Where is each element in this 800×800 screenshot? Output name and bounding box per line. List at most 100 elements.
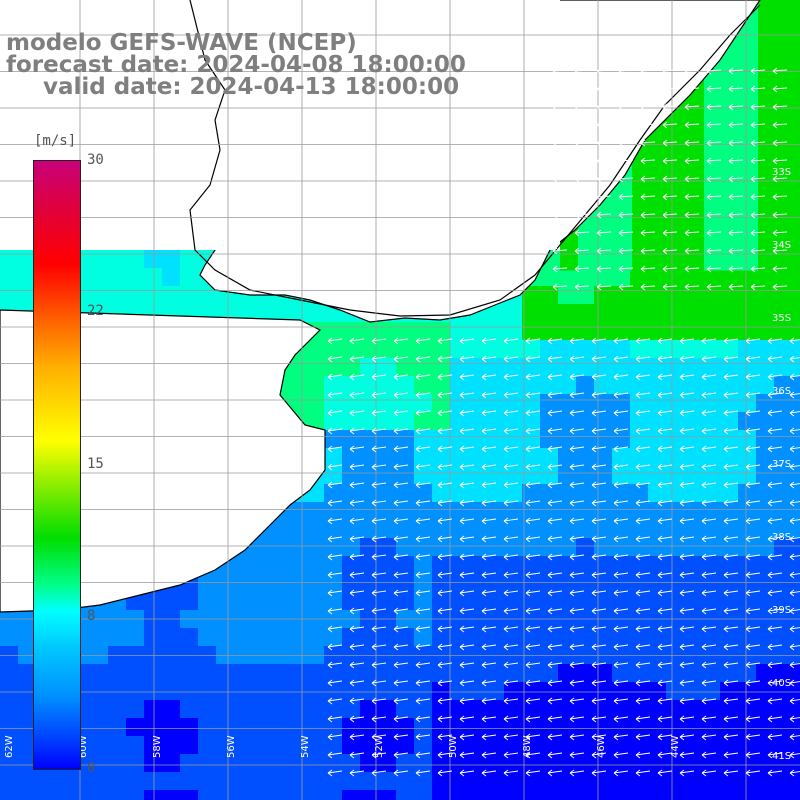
wind-arrow [393, 481, 409, 489]
field-cell [216, 718, 235, 737]
wind-arrow [371, 373, 387, 381]
field-cell [630, 682, 649, 701]
wind-arrow [415, 661, 431, 669]
field-cell [722, 90, 741, 109]
wind-arrow [503, 643, 519, 651]
wind-arrow [613, 697, 629, 705]
wind-arrow [789, 499, 800, 507]
field-cell [486, 448, 505, 467]
field-cell [594, 286, 613, 305]
field-cell [576, 394, 595, 413]
field-cell [144, 268, 163, 287]
wind-arrow [481, 715, 497, 723]
wind-arrow [591, 481, 607, 489]
field-cell [324, 358, 343, 377]
wind-arrow [662, 157, 678, 165]
field-cell [756, 448, 775, 467]
field-cell [738, 520, 757, 539]
field-cell [648, 394, 667, 413]
field-cell [162, 592, 181, 611]
wind-arrow [613, 463, 629, 471]
wind-arrow [789, 679, 800, 687]
field-cell [756, 376, 775, 395]
field-cell [90, 286, 109, 305]
wind-arrow [393, 337, 409, 345]
wind-arrow [574, 265, 590, 273]
field-cell [684, 700, 703, 719]
field-cell [738, 304, 757, 323]
wind-arrow [723, 337, 739, 345]
wind-arrow [415, 589, 431, 597]
field-cell [740, 108, 759, 127]
wind-arrow [481, 733, 497, 741]
field-cell [0, 664, 19, 683]
wind-arrow [371, 679, 387, 687]
field-cell [450, 394, 469, 413]
wind-arrow [349, 481, 365, 489]
field-cell [684, 340, 703, 359]
field-cell [252, 682, 271, 701]
field-cell [792, 466, 800, 485]
field-cell [72, 772, 91, 791]
field-cell [360, 700, 379, 719]
field-cell [558, 268, 577, 287]
field-cell [648, 700, 667, 719]
field-cell [540, 628, 559, 647]
wind-arrow [640, 121, 656, 129]
field-cell [684, 502, 703, 521]
wind-arrow [525, 481, 541, 489]
field-cell [432, 628, 451, 647]
wind-arrow [481, 535, 497, 543]
field-cell [704, 72, 723, 91]
field-cell [522, 358, 541, 377]
field-cell [540, 700, 559, 719]
wind-arrow [789, 697, 800, 705]
field-cell [684, 592, 703, 611]
wind-arrow [349, 571, 365, 579]
field-cell [720, 520, 739, 539]
field-cell [396, 484, 415, 503]
field-cell [396, 430, 415, 449]
field-cell [684, 736, 703, 755]
field-cell [774, 502, 793, 521]
wind-arrow [503, 463, 519, 471]
field-cell [686, 144, 705, 163]
field-cell [612, 358, 631, 377]
field-cell [756, 718, 775, 737]
wind-arrow [772, 67, 788, 75]
field-cell [378, 394, 397, 413]
field-cell [630, 772, 649, 791]
field-cell [758, 126, 777, 145]
field-cell [648, 286, 667, 305]
field-cell [720, 538, 739, 557]
field-cell [396, 628, 415, 647]
field-cell [396, 466, 415, 485]
wind-arrow [327, 553, 343, 561]
wind-arrow [723, 769, 739, 777]
wind-arrow [679, 445, 695, 453]
wind-arrow [569, 427, 585, 435]
field-cell [648, 538, 667, 557]
wind-arrow [327, 607, 343, 615]
wind-arrow [525, 337, 541, 345]
wind-arrow [745, 337, 761, 345]
field-cell [450, 430, 469, 449]
field-cell [396, 754, 415, 773]
field-cell [378, 772, 397, 791]
field-cell [72, 790, 91, 800]
field-cell [666, 754, 685, 773]
wind-arrow [552, 211, 568, 219]
field-cell [722, 126, 741, 145]
wind-arrow [679, 715, 695, 723]
field-cell [90, 250, 109, 269]
field-cell [540, 718, 559, 737]
wind-arrow [503, 589, 519, 597]
field-cell [342, 592, 361, 611]
field-cell [540, 268, 559, 287]
field-cell [740, 162, 759, 181]
field-cell [722, 72, 741, 91]
field-cell [648, 790, 667, 800]
colorbar-tick-label: 30 [87, 152, 104, 168]
field-cell [702, 754, 721, 773]
